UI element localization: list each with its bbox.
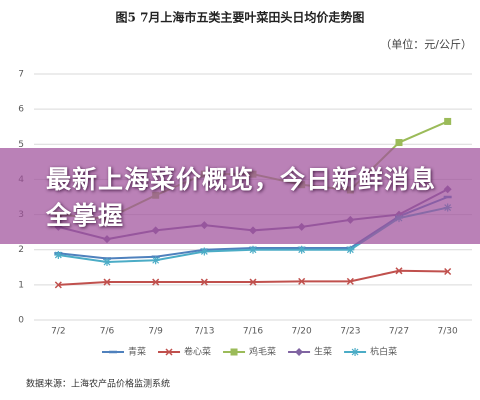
banner-text: 最新上海菜价概览，今日新鲜消息全掌握	[46, 165, 437, 230]
point	[200, 278, 208, 286]
point	[297, 245, 306, 254]
point	[395, 267, 403, 275]
x-tick-label: 7/30	[438, 327, 458, 337]
point	[54, 250, 63, 259]
chart-title: 图5 7月上海市五类主要叶菜田头日均价走势图	[116, 10, 365, 25]
legend-label: 鸡毛菜	[249, 346, 276, 358]
legend-marker	[230, 348, 238, 356]
point	[346, 277, 354, 285]
x-tick-label: 7/27	[389, 327, 409, 337]
legend-label: 杭白菜	[370, 346, 397, 358]
y-tick-label: 2	[18, 245, 24, 255]
x-tick-label: 7/16	[243, 327, 263, 337]
x-tick-label: 7/20	[292, 327, 312, 337]
point	[298, 277, 306, 285]
legend-marker	[351, 348, 360, 356]
legend-marker	[295, 348, 304, 356]
y-tick-label: 6	[18, 105, 24, 115]
point	[395, 139, 403, 147]
point	[346, 245, 355, 254]
y-tick-label: 5	[18, 140, 24, 150]
x-tick-label: 7/2	[51, 327, 65, 337]
point	[103, 258, 111, 267]
x-tick-label: 7/13	[194, 327, 214, 337]
legend-marker	[165, 348, 173, 356]
x-tick-label: 7/6	[100, 327, 115, 337]
point	[444, 267, 452, 276]
legend-label: 生菜	[314, 346, 332, 358]
y-tick-label: 0	[18, 316, 24, 326]
unit-label: （单位：元/公斤）	[380, 37, 472, 51]
point	[151, 256, 160, 265]
point	[444, 117, 452, 125]
banner: 最新上海菜价概览，今日新鲜消息全掌握	[0, 148, 480, 244]
x-tick-label: 7/9	[148, 327, 163, 337]
x-tick-label: 7/23	[340, 327, 360, 337]
point	[103, 278, 111, 286]
point	[54, 281, 62, 289]
point	[249, 245, 257, 254]
point	[200, 247, 209, 256]
source: 数据来源：上海农产品价格监测系统	[26, 378, 170, 390]
legend-label: 青菜	[128, 346, 146, 358]
y-tick-label: 1	[18, 280, 24, 290]
y-tick-label: 7	[18, 70, 24, 80]
point	[249, 278, 257, 286]
legend-label: 卷心菜	[184, 346, 211, 358]
point	[152, 278, 160, 286]
